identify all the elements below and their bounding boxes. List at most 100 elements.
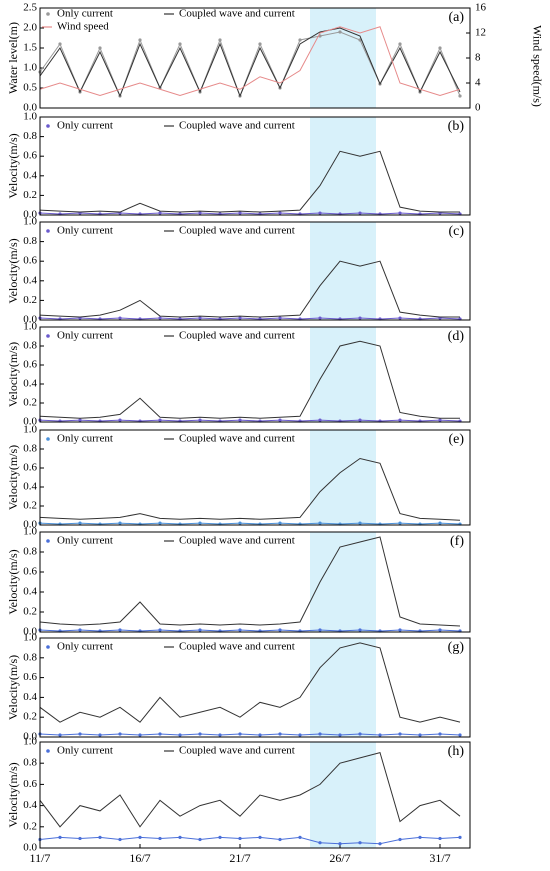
highlight-band (310, 430, 376, 525)
x-tick-label: 31/7 (429, 851, 450, 865)
point (358, 418, 362, 422)
y-tick-label: 1.0 (23, 736, 37, 748)
panel-label: (c) (448, 224, 464, 239)
point (358, 521, 362, 525)
y-tick-label: 0.2 (23, 294, 37, 306)
series-line (39, 31, 461, 98)
point (98, 46, 102, 50)
point (278, 732, 282, 736)
y-tick-label: 1.0 (23, 62, 37, 74)
y-tick-label: 0.8 (23, 546, 37, 558)
panel-label: (a) (448, 10, 464, 25)
y-tick-label: 0.4 (23, 481, 37, 493)
y-tick-label: 0.4 (23, 274, 37, 286)
y-tick-label: 0.2 (23, 500, 37, 512)
point (238, 418, 242, 422)
point (178, 733, 182, 737)
point (438, 732, 442, 736)
y-tick-label: 0.0 (23, 209, 37, 221)
point (58, 835, 62, 840)
series-line (39, 642, 461, 723)
legend-label: Coupled wave and current (179, 120, 295, 132)
legend-marker (46, 334, 50, 338)
y-axis-label: Velocity(m/s) (6, 655, 20, 720)
point (378, 733, 382, 737)
y-tick-label: 0.0 (23, 842, 37, 854)
legend-label: Only current (57, 330, 113, 342)
legend-label: Wind speed (57, 21, 109, 33)
series-line (39, 150, 460, 213)
series-line (39, 457, 461, 521)
point (398, 211, 402, 215)
plot-frame (39, 637, 471, 738)
legend-marker (46, 229, 50, 233)
point (78, 521, 82, 525)
point (318, 211, 322, 215)
point (358, 732, 362, 736)
y-tick-label: 1.0 (23, 216, 37, 228)
y2-tick-label: 16 (475, 2, 487, 14)
point (78, 836, 82, 841)
point (138, 38, 142, 42)
panel-label: (h) (448, 744, 465, 759)
y-tick-label: 0.2 (23, 397, 37, 409)
point (398, 42, 402, 46)
y2-tick-label: 0 (475, 102, 481, 114)
point (238, 521, 242, 525)
y-tick-label: 0.8 (23, 757, 37, 769)
point (278, 316, 282, 320)
point (158, 521, 162, 525)
point (398, 732, 402, 736)
x-tick-label: 26/7 (329, 851, 350, 865)
x-tick-label: 11/7 (30, 851, 51, 865)
point (398, 628, 402, 632)
series-line (39, 340, 460, 419)
legend-marker (46, 437, 50, 441)
y-tick-label: 2.0 (23, 22, 37, 34)
legend-label: Coupled wave and current (179, 535, 295, 547)
y-tick-label: 1.0 (23, 321, 37, 333)
legend-marker (46, 539, 50, 543)
point (218, 835, 222, 840)
point (178, 835, 182, 840)
y-axis-label: Velocity(m/s) (6, 445, 20, 510)
point (258, 42, 262, 46)
panel-label: (f) (450, 534, 464, 549)
point (58, 42, 62, 46)
legend-label: Only current (57, 535, 113, 547)
highlight-band (310, 222, 376, 320)
plot-frame (39, 429, 471, 526)
legend-marker (46, 645, 50, 649)
y2-tick-label: 12 (475, 27, 486, 39)
y-axis-label: Water level(m) (6, 22, 20, 94)
point (318, 732, 322, 736)
y-tick-label: 0.6 (23, 566, 37, 578)
series-line (39, 26, 461, 97)
point (438, 628, 442, 632)
legend-label: Only current (57, 641, 113, 653)
legend-label: Coupled wave and current (179, 433, 295, 445)
highlight-band (310, 742, 376, 848)
point (238, 316, 242, 320)
point (318, 418, 322, 422)
series-line (39, 751, 461, 828)
point (458, 733, 462, 737)
point (358, 841, 362, 845)
y-tick-label: 1.0 (23, 526, 37, 538)
y-tick-label: 0.0 (23, 519, 37, 531)
y2-tick-label: 8 (475, 52, 481, 64)
point (238, 628, 242, 632)
point (198, 732, 202, 736)
point (438, 836, 442, 841)
y-tick-label: 0.6 (23, 462, 37, 474)
series-line (39, 260, 460, 318)
point (238, 732, 242, 736)
legend-label: Coupled wave and current (179, 745, 295, 757)
y-tick-label: 0.8 (23, 340, 37, 352)
point (278, 211, 282, 215)
point (158, 628, 162, 632)
point (438, 418, 442, 422)
legend-marker (46, 124, 50, 128)
point (338, 842, 342, 846)
plot-frame (39, 531, 471, 633)
